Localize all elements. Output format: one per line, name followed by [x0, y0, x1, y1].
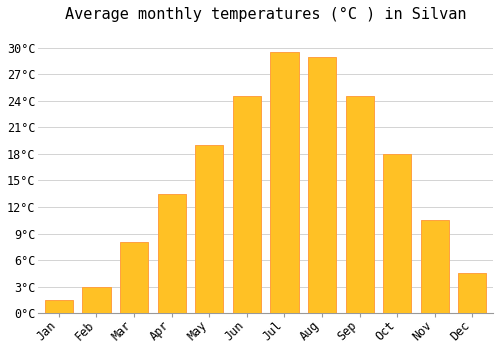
Bar [308, 57, 336, 313]
Bar [82, 287, 110, 313]
Bar [270, 52, 298, 313]
Bar [45, 300, 73, 313]
Bar [383, 154, 412, 313]
Bar [346, 97, 374, 313]
Bar [195, 145, 224, 313]
Bar [232, 97, 261, 313]
Bar [120, 243, 148, 313]
Bar [458, 273, 486, 313]
Bar [158, 194, 186, 313]
Title: Average monthly temperatures (°C ) in Silvan: Average monthly temperatures (°C ) in Si… [65, 7, 466, 22]
Bar [420, 220, 449, 313]
